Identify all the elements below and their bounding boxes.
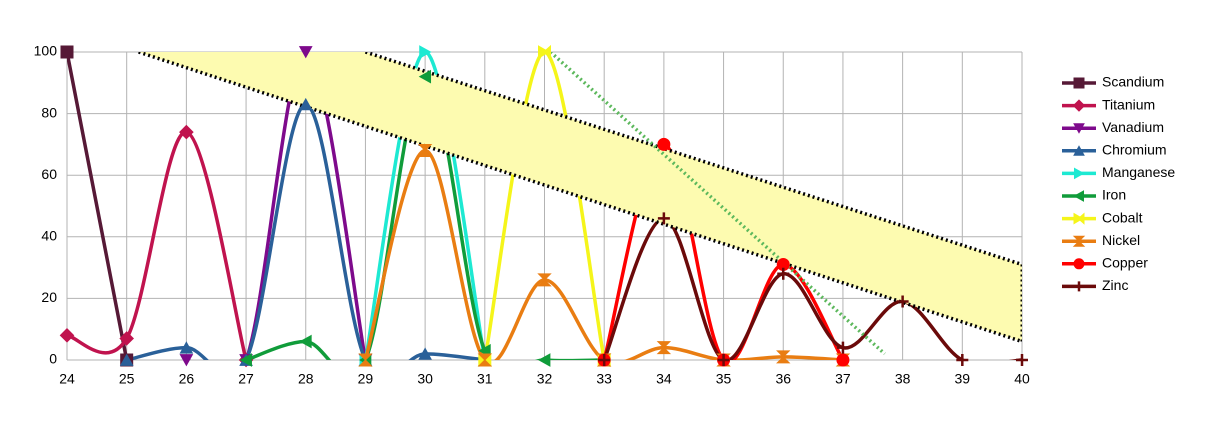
trend-line: [364, 52, 1022, 267]
marker: [1074, 167, 1085, 180]
marker: [598, 354, 611, 366]
marker: [1073, 123, 1085, 134]
marker: [239, 353, 252, 367]
marker: [1016, 354, 1028, 366]
marker: [418, 69, 432, 84]
legend: Scandium Titanium Vanadium Chromium Manganes…: [1062, 74, 1175, 293]
y-tick-label: 20: [41, 289, 57, 305]
legend-label: Cobalt: [1102, 209, 1143, 225]
legend-label: Vanadium: [1102, 119, 1164, 135]
marker: [836, 353, 850, 367]
series-line: [186, 52, 368, 360]
x-tick-label: 28: [298, 371, 314, 387]
marker: [538, 44, 551, 60]
marker: [1073, 212, 1085, 225]
marker: [477, 353, 493, 367]
legend-label: Manganese: [1102, 164, 1175, 180]
marker: [60, 45, 74, 59]
marker: [119, 353, 134, 366]
band: [138, 52, 1022, 342]
marker: [298, 46, 313, 59]
marker: [418, 347, 432, 360]
grid: 0 20 40 60 80 100 24 25 26 27 28 29 30 31 32 33 34 35 36 37…: [34, 43, 1030, 387]
series-line: [483, 52, 606, 360]
marker: [896, 295, 909, 308]
x-tick-label: 36: [775, 371, 791, 387]
marker: [299, 334, 312, 349]
x-tick-label: 33: [596, 371, 612, 387]
legend-label: Scandium: [1102, 74, 1164, 90]
legend-label: Zinc: [1102, 277, 1128, 293]
marker: [298, 97, 313, 111]
marker: [59, 328, 75, 343]
series-line: [363, 52, 487, 360]
series-line: [67, 52, 129, 360]
marker: [776, 350, 791, 364]
marker: [1073, 258, 1085, 270]
x-tick-label: 25: [119, 371, 135, 387]
marker: [1073, 145, 1085, 156]
legend-label: Titanium: [1102, 96, 1155, 112]
x-tick-label: 27: [238, 371, 254, 387]
y-tick-label: 100: [34, 43, 58, 59]
marker: [179, 341, 194, 354]
y-tick-label: 40: [41, 228, 57, 244]
marker: [657, 212, 670, 225]
y-tick-label: 80: [41, 104, 57, 120]
marker: [836, 341, 849, 354]
marker: [119, 331, 134, 346]
legend-label: Iron: [1102, 187, 1126, 203]
x-tick-label: 34: [656, 371, 672, 387]
x-tick-label: 35: [716, 371, 732, 387]
legend-label: Nickel: [1102, 232, 1140, 248]
trend-line: [549, 52, 886, 356]
marker: [179, 354, 194, 367]
marker: [179, 124, 194, 140]
series-line: [67, 130, 248, 360]
trend-layer: [138, 52, 1022, 356]
legend-label: Chromium: [1102, 142, 1167, 158]
marker: [1074, 281, 1084, 292]
x-tick-label: 26: [179, 371, 195, 387]
x-tick-label: 37: [835, 371, 851, 387]
marker: [1073, 190, 1084, 202]
marker: [717, 354, 730, 366]
legend-label: Copper: [1102, 255, 1148, 271]
marker: [419, 45, 432, 59]
x-tick-label: 29: [358, 371, 374, 387]
marker: [358, 353, 373, 367]
x-tick-label: 31: [477, 371, 493, 387]
x-tick-label: 30: [417, 371, 433, 387]
marker: [656, 341, 672, 355]
x-tick-label: 40: [1014, 371, 1030, 387]
marker: [657, 137, 671, 151]
x-tick-label: 32: [537, 371, 553, 387]
x-tick-label: 24: [59, 371, 75, 387]
marker: [956, 354, 969, 366]
marker: [1073, 77, 1085, 89]
x-tick-label: 39: [955, 371, 971, 387]
marker: [1072, 235, 1086, 247]
marker: [1072, 99, 1086, 112]
marker: [777, 267, 790, 280]
marker: [538, 353, 551, 367]
y-tick-label: 60: [41, 166, 57, 182]
marker: [417, 144, 433, 158]
band-layer: [138, 52, 1022, 342]
y-tick-label: 0: [49, 351, 57, 367]
marker: [537, 273, 552, 287]
x-tick-label: 38: [895, 371, 911, 387]
marker-layer: [59, 44, 1028, 368]
